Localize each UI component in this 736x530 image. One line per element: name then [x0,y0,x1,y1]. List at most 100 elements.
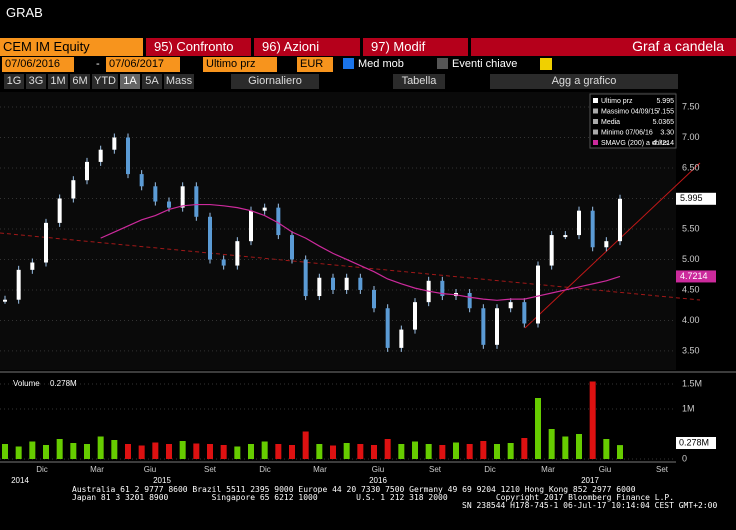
year-label: 2015 [153,476,171,485]
volume-bar [302,431,309,459]
candle [508,302,513,309]
volume-bar [179,441,186,459]
period-button[interactable]: 6M [70,74,90,89]
volume-bar [589,381,596,459]
window-title: GRAB [6,5,43,20]
volume-bar [56,439,63,459]
tab[interactable]: 95) Confronto [146,38,251,56]
period-button[interactable]: Mass [164,74,194,89]
candle [112,137,117,150]
volume-bar [521,438,528,459]
volume-tag [676,437,716,449]
candle [303,259,308,297]
year-label: 2014 [11,476,29,485]
footer-line: Australia 61 2 9777 8600 Brazil 5511 239… [72,485,636,494]
add-to-chart-button[interactable]: Agg a grafico [490,74,678,89]
volume-bar [70,443,77,459]
start-date[interactable]: 07/06/2016 [2,57,74,72]
key-events-label[interactable]: Eventi chiave [452,58,518,70]
tab[interactable]: 97) Modif [363,38,468,56]
y-tick-label: 4.50 [682,284,700,294]
currency-select[interactable]: EUR [297,57,333,72]
year-label: 2017 [581,476,599,485]
volume-bar [494,444,500,459]
volume-bar [97,436,104,459]
candle [413,302,417,330]
volume-bar [507,443,514,459]
chart: 3.504.004.505.005.506.006.507.007.5001M1… [0,92,736,485]
sma-tag [676,270,716,283]
legend-label: Media [601,119,620,126]
candle [276,207,281,236]
info-icon[interactable] [540,58,552,70]
volume-bar [398,444,405,459]
x-tick-label: Giu [144,465,156,474]
volume-bar [193,443,200,459]
legend-swatch [593,119,598,124]
volume-bar [371,445,377,459]
volume-bar [234,446,241,459]
candle [331,277,335,290]
candle [139,174,144,187]
volume-bar [466,444,473,459]
volume-bar [316,444,323,459]
period-button[interactable]: 3G [26,74,46,89]
volume-bar [29,441,36,459]
security-field[interactable]: CEM IM Equity [0,38,143,56]
candle [590,210,595,248]
candle [167,201,171,208]
candle [30,262,35,270]
volume-bar [439,445,446,459]
legend-label: Massimo 04/09/15 [601,108,658,115]
candle [98,149,103,162]
candle [249,210,253,242]
period-button[interactable]: 1A [120,74,140,89]
period-button[interactable]: 1G [4,74,24,89]
volume-bar [357,444,364,459]
tab[interactable]: 96) Azioni [254,38,360,56]
candle [577,210,581,236]
table-button[interactable]: Tabella [393,74,445,89]
volume-bar [248,444,254,459]
legend-swatch [593,98,598,103]
volume-bar [548,429,555,459]
y-tick-label: 7.50 [682,101,700,111]
y-tick-label: 0 [682,453,687,463]
date-separator: - [96,58,100,70]
price-tag [676,192,716,205]
candle [44,222,48,263]
x-tick-label: Mar [90,465,104,474]
moving-avg-label[interactable]: Med mob [358,58,404,70]
period-button[interactable]: 1M [48,74,68,89]
candle [385,308,390,348]
volume-bar [289,445,295,459]
volume-bar [207,444,213,459]
period-button[interactable]: YTD [92,74,118,89]
field-select[interactable]: Ultimo prz [203,57,277,72]
candle [536,265,540,324]
checkbox[interactable] [437,58,448,69]
frequency-select[interactable]: Giornaliero [231,74,319,89]
end-date[interactable]: 07/06/2017 [106,57,180,72]
legend-label: Minimo 07/06/16 [601,129,653,136]
legend-value: 3.30 [660,129,674,136]
volume-bar [562,436,569,459]
candle [85,161,89,181]
y-tick-label: 5.50 [682,223,700,233]
legend-value: 4.7214 [653,140,675,147]
volume-bar [603,439,610,459]
footer-line: Japan 81 3 3201 8900 Singapore 65 6212 1… [72,493,675,502]
y-tick-label: 1.5M [682,378,702,388]
checkbox[interactable] [343,58,354,69]
sma-tag-label: 4.7214 [680,271,708,281]
volume-bar [220,445,227,459]
candle [180,186,185,208]
x-tick-label: Set [204,465,217,474]
period-button[interactable]: 5A [142,74,162,89]
candle [481,308,486,345]
legend-swatch [593,108,598,114]
volume-bar [84,444,90,459]
trend-line [524,162,701,329]
candle [549,235,554,266]
volume-bar [535,398,541,459]
